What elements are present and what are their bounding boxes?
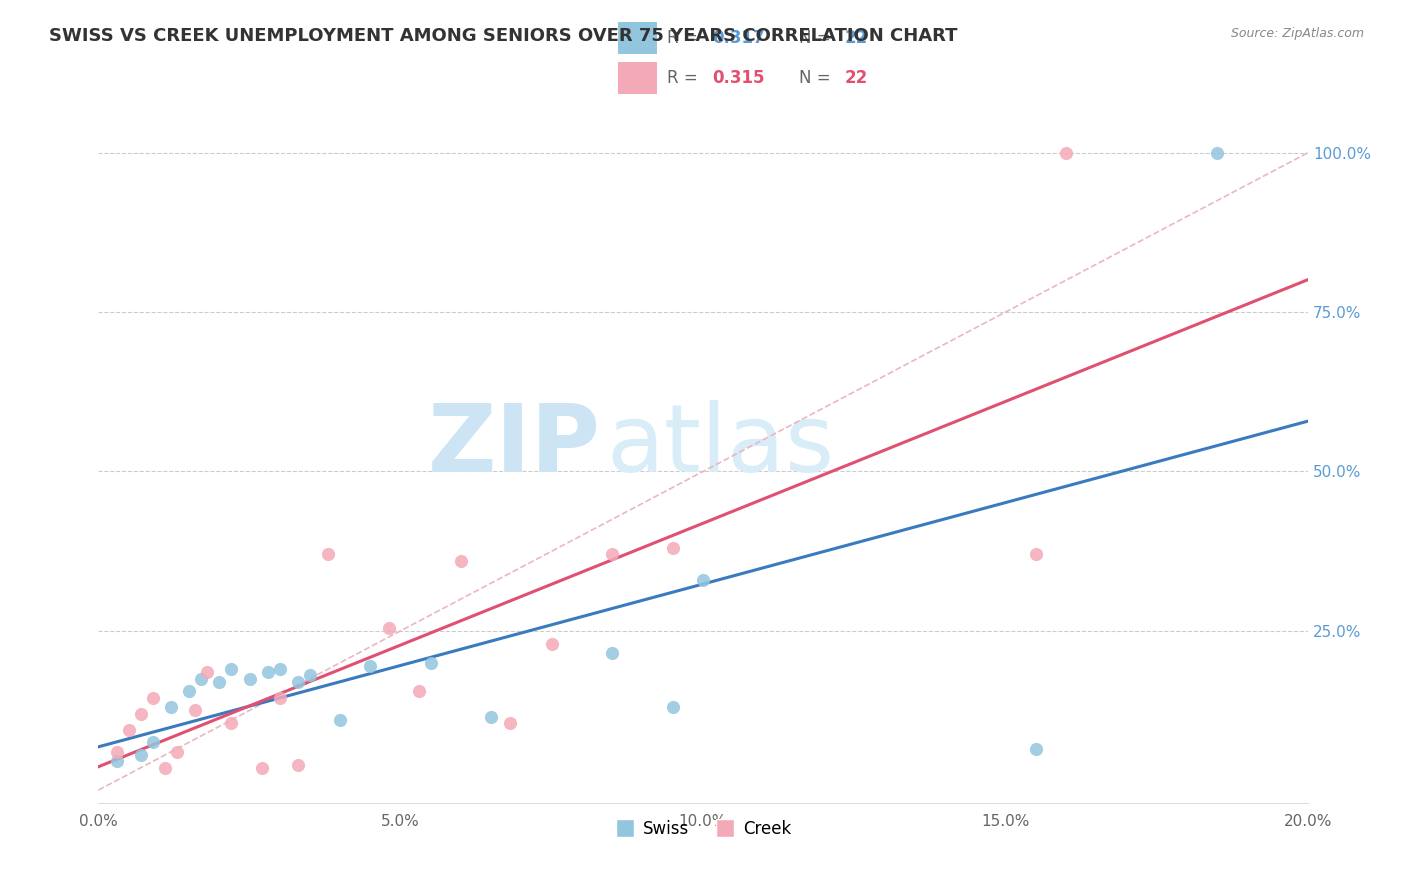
Point — [105, 745, 128, 759]
Point — [269, 662, 291, 676]
Point — [160, 700, 183, 714]
Point — [481, 710, 503, 724]
Text: ZIP: ZIP — [427, 400, 600, 492]
Text: R =: R = — [666, 29, 703, 47]
Point — [208, 674, 231, 689]
Point — [602, 646, 624, 660]
Point — [1024, 741, 1046, 756]
Point — [316, 547, 339, 561]
Point — [287, 674, 309, 689]
Bar — [619, 22, 657, 54]
Text: R =: R = — [666, 70, 703, 87]
Point — [153, 761, 176, 775]
Point — [420, 656, 443, 670]
Text: 0.317: 0.317 — [711, 29, 765, 47]
Point — [299, 668, 322, 682]
Point — [1024, 547, 1046, 561]
Point — [1054, 145, 1077, 160]
Point — [250, 761, 273, 775]
Text: 22: 22 — [845, 29, 868, 47]
Point — [450, 554, 472, 568]
Point — [221, 716, 243, 731]
Text: 22: 22 — [845, 70, 868, 87]
Text: N =: N = — [799, 29, 837, 47]
Point — [166, 745, 188, 759]
Text: Source: ZipAtlas.com: Source: ZipAtlas.com — [1230, 27, 1364, 40]
Text: atlas: atlas — [606, 400, 835, 492]
Point — [105, 755, 128, 769]
Point — [179, 684, 201, 698]
Text: SWISS VS CREEK UNEMPLOYMENT AMONG SENIORS OVER 75 YEARS CORRELATION CHART: SWISS VS CREEK UNEMPLOYMENT AMONG SENIOR… — [49, 27, 957, 45]
Text: N =: N = — [799, 70, 837, 87]
Point — [602, 547, 624, 561]
Point — [118, 723, 141, 737]
Point — [329, 713, 352, 727]
Point — [498, 716, 520, 731]
Point — [190, 672, 212, 686]
Point — [408, 684, 430, 698]
Point — [287, 757, 309, 772]
Bar — [619, 62, 657, 94]
Point — [184, 703, 207, 717]
Point — [540, 636, 562, 650]
Point — [195, 665, 218, 680]
Point — [142, 735, 165, 749]
Point — [221, 662, 243, 676]
Text: 0.315: 0.315 — [711, 70, 765, 87]
Point — [129, 706, 152, 721]
Point — [692, 573, 714, 587]
Point — [269, 690, 291, 705]
Point — [360, 658, 382, 673]
Point — [377, 621, 399, 635]
Point — [142, 690, 165, 705]
Legend: Swiss, Creek: Swiss, Creek — [609, 814, 797, 845]
Point — [661, 541, 683, 555]
Point — [239, 672, 262, 686]
Point — [1206, 145, 1229, 160]
Point — [661, 700, 683, 714]
Point — [129, 747, 152, 762]
Point — [256, 665, 278, 680]
